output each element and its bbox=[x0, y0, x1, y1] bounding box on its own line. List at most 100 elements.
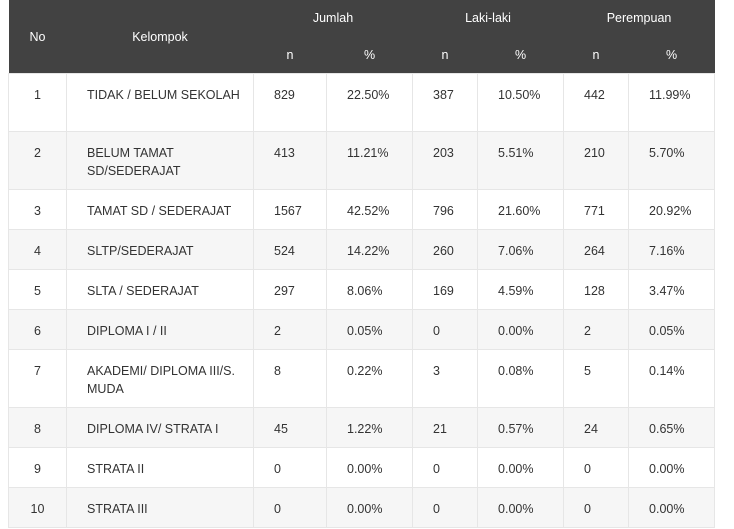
cell-laki-pct: 0.57% bbox=[477, 407, 565, 448]
cell-kelompok: AKADEMI/ DIPLOMA III/S. MUDA bbox=[66, 349, 254, 408]
cell-jumlah-pct: 0.00% bbox=[325, 447, 414, 488]
cell-jumlah-pct: 11.21% bbox=[325, 131, 414, 190]
cell-laki-n: 3 bbox=[412, 349, 479, 408]
cell-perempuan-n: 210 bbox=[563, 131, 630, 190]
cell-laki-n: 260 bbox=[412, 229, 479, 270]
cell-perempuan-pct: 0.05% bbox=[628, 309, 716, 350]
cell-laki-n: 796 bbox=[412, 189, 479, 230]
education-table: No Kelompok Jumlah Laki-laki Perempuan n… bbox=[8, 0, 716, 528]
cell-laki-pct: 0.00% bbox=[477, 309, 565, 350]
cell-kelompok: STRATA III bbox=[66, 487, 254, 528]
cell-kelompok: TAMAT SD / SEDERAJAT bbox=[66, 189, 254, 230]
cell-kelompok: STRATA II bbox=[66, 447, 254, 488]
cell-laki-n: 169 bbox=[412, 269, 479, 310]
cell-jumlah-n: 8 bbox=[253, 349, 327, 408]
cell-laki-pct: 0.00% bbox=[477, 487, 565, 528]
cell-jumlah-pct: 22.50% bbox=[325, 73, 414, 132]
header-jumlah-n[interactable]: n bbox=[253, 36, 327, 74]
cell-perempuan-pct: 7.16% bbox=[628, 229, 716, 270]
cell-perempuan-pct: 5.70% bbox=[628, 131, 716, 190]
cell-laki-pct: 7.06% bbox=[477, 229, 565, 270]
table-row: 8 DIPLOMA IV/ STRATA I 45 1.22% 21 0.57%… bbox=[8, 407, 716, 448]
cell-laki-pct: 5.51% bbox=[477, 131, 565, 190]
cell-jumlah-pct: 0.22% bbox=[325, 349, 414, 408]
cell-kelompok: SLTP/SEDERAJAT bbox=[66, 229, 254, 270]
table-row: 3 TAMAT SD / SEDERAJAT 1567 42.52% 796 2… bbox=[8, 189, 716, 230]
cell-jumlah-n: 0 bbox=[253, 447, 327, 488]
cell-perempuan-n: 24 bbox=[563, 407, 630, 448]
cell-laki-n: 21 bbox=[412, 407, 479, 448]
cell-no: 2 bbox=[8, 131, 67, 190]
cell-kelompok: DIPLOMA I / II bbox=[66, 309, 254, 350]
cell-jumlah-n: 45 bbox=[253, 407, 327, 448]
cell-laki-n: 387 bbox=[412, 73, 479, 132]
table-body: 1 TIDAK / BELUM SEKOLAH 829 22.50% 387 1… bbox=[8, 73, 716, 528]
cell-laki-n: 203 bbox=[412, 131, 479, 190]
table-row: 9 STRATA II 0 0.00% 0 0.00% 0 0.00% bbox=[8, 447, 716, 488]
education-table-container: No Kelompok Jumlah Laki-laki Perempuan n… bbox=[8, 0, 716, 528]
cell-no: 4 bbox=[8, 229, 67, 270]
table-row: 1 TIDAK / BELUM SEKOLAH 829 22.50% 387 1… bbox=[8, 73, 716, 132]
cell-laki-n: 0 bbox=[412, 447, 479, 488]
cell-no: 9 bbox=[8, 447, 67, 488]
header-perempuan[interactable]: Perempuan bbox=[563, 0, 715, 36]
header-perempuan-pct[interactable]: % bbox=[628, 36, 715, 74]
header-jumlah-pct[interactable]: % bbox=[326, 36, 413, 74]
cell-perempuan-n: 5 bbox=[563, 349, 630, 408]
cell-jumlah-pct: 0.00% bbox=[325, 487, 414, 528]
table-row: 2 BELUM TAMAT SD/SEDERAJAT 413 11.21% 20… bbox=[8, 131, 716, 190]
cell-jumlah-n: 413 bbox=[253, 131, 327, 190]
cell-jumlah-n: 829 bbox=[253, 73, 327, 132]
header-jumlah[interactable]: Jumlah bbox=[253, 0, 413, 36]
cell-perempuan-pct: 11.99% bbox=[628, 73, 716, 132]
cell-perempuan-pct: 3.47% bbox=[628, 269, 716, 310]
table-row: 10 STRATA III 0 0.00% 0 0.00% 0 0.00% bbox=[8, 487, 716, 528]
header-laki-laki[interactable]: Laki-laki bbox=[412, 0, 564, 36]
cell-perempuan-n: 771 bbox=[563, 189, 630, 230]
table-row: 7 AKADEMI/ DIPLOMA III/S. MUDA 8 0.22% 3… bbox=[8, 349, 716, 408]
cell-perempuan-pct: 0.00% bbox=[628, 447, 716, 488]
cell-no: 10 bbox=[8, 487, 67, 528]
cell-jumlah-pct: 14.22% bbox=[325, 229, 414, 270]
cell-kelompok: SLTA / SEDERAJAT bbox=[66, 269, 254, 310]
cell-laki-pct: 21.60% bbox=[477, 189, 565, 230]
header-laki-n[interactable]: n bbox=[412, 36, 478, 74]
cell-perempuan-n: 442 bbox=[563, 73, 630, 132]
cell-no: 6 bbox=[8, 309, 67, 350]
cell-perempuan-pct: 0.14% bbox=[628, 349, 716, 408]
cell-no: 8 bbox=[8, 407, 67, 448]
cell-no: 3 bbox=[8, 189, 67, 230]
cell-jumlah-pct: 8.06% bbox=[325, 269, 414, 310]
header-laki-pct[interactable]: % bbox=[477, 36, 564, 74]
cell-laki-pct: 0.08% bbox=[477, 349, 565, 408]
cell-perempuan-n: 0 bbox=[563, 447, 630, 488]
cell-jumlah-n: 0 bbox=[253, 487, 327, 528]
cell-jumlah-n: 1567 bbox=[253, 189, 327, 230]
cell-perempuan-pct: 20.92% bbox=[628, 189, 716, 230]
header-kelompok[interactable]: Kelompok bbox=[66, 0, 254, 74]
cell-laki-n: 0 bbox=[412, 487, 479, 528]
cell-no: 1 bbox=[8, 73, 67, 132]
cell-kelompok: DIPLOMA IV/ STRATA I bbox=[66, 407, 254, 448]
cell-kelompok: BELUM TAMAT SD/SEDERAJAT bbox=[66, 131, 254, 190]
table-row: 6 DIPLOMA I / II 2 0.05% 0 0.00% 2 0.05% bbox=[8, 309, 716, 350]
cell-kelompok: TIDAK / BELUM SEKOLAH bbox=[66, 73, 254, 132]
cell-perempuan-n: 0 bbox=[563, 487, 630, 528]
cell-perempuan-n: 128 bbox=[563, 269, 630, 310]
cell-laki-pct: 10.50% bbox=[477, 73, 565, 132]
cell-jumlah-n: 2 bbox=[253, 309, 327, 350]
table-row: 5 SLTA / SEDERAJAT 297 8.06% 169 4.59% 1… bbox=[8, 269, 716, 310]
cell-perempuan-n: 2 bbox=[563, 309, 630, 350]
cell-no: 7 bbox=[8, 349, 67, 408]
cell-jumlah-pct: 1.22% bbox=[325, 407, 414, 448]
cell-jumlah-n: 297 bbox=[253, 269, 327, 310]
cell-laki-pct: 4.59% bbox=[477, 269, 565, 310]
cell-no: 5 bbox=[8, 269, 67, 310]
header-no[interactable]: No bbox=[8, 0, 67, 74]
table-header: No Kelompok Jumlah Laki-laki Perempuan n… bbox=[8, 0, 715, 74]
cell-perempuan-pct: 0.65% bbox=[628, 407, 716, 448]
cell-jumlah-pct: 42.52% bbox=[325, 189, 414, 230]
cell-laki-n: 0 bbox=[412, 309, 479, 350]
header-perempuan-n[interactable]: n bbox=[563, 36, 629, 74]
cell-perempuan-n: 264 bbox=[563, 229, 630, 270]
